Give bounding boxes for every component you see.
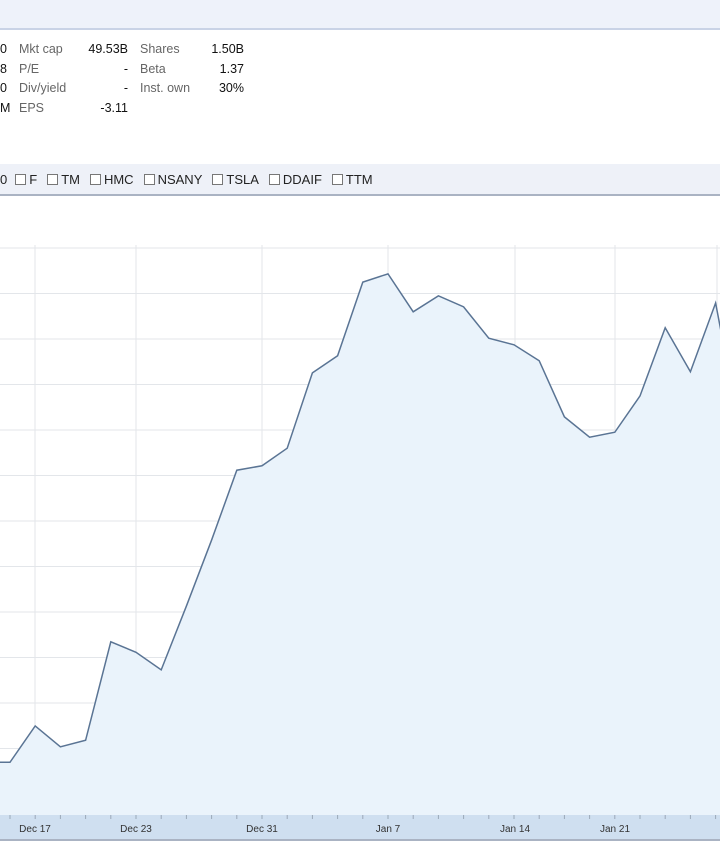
stat-label2: Shares	[140, 42, 180, 56]
stat-label1: P/E	[19, 61, 40, 76]
x-tick-label: Dec 17	[19, 824, 51, 835]
stat-value2: 1.50B	[211, 42, 244, 56]
ticker-label: TSLA	[226, 171, 259, 187]
stat-prefix: 0	[0, 42, 7, 56]
ticker-label: HMC	[103, 171, 134, 187]
stats-row: 0 Div/yield - Inst. own 30%	[0, 79, 260, 99]
stats-row: 0 Mkt cap 49.53B Shares 1.50B	[0, 40, 260, 60]
stat-prefix: M	[0, 100, 11, 115]
x-tick-label: Jan 7	[376, 824, 401, 835]
area-fill	[0, 273, 720, 815]
stat-label2: Beta	[140, 61, 166, 76]
stat-label1: Div/yield	[19, 81, 67, 95]
checkbox[interactable]	[47, 173, 59, 185]
x-tick-label: Jan 21	[600, 824, 630, 835]
compare-tsla[interactable]: TSLA	[212, 172, 259, 187]
ticker-label: TTM	[345, 171, 373, 187]
stat-value1: -3.11	[100, 100, 128, 115]
compare-hmc[interactable]: HMC	[89, 171, 134, 187]
ticker-label: F	[29, 171, 38, 187]
checkbox[interactable]	[143, 173, 155, 185]
compare-f[interactable]: F	[15, 172, 37, 187]
x-tick-label: Dec 31	[246, 824, 278, 835]
ticker-label: NSANY	[157, 171, 203, 187]
stat-value1: -	[123, 61, 128, 76]
compare-prefix: 0	[0, 171, 8, 187]
compare-bar: 0 F TM HMC NSANY TSLA DDAIF TTM	[0, 164, 720, 196]
stat-value2: 1.37	[219, 61, 244, 76]
stat-value1: 49.53B	[88, 42, 128, 56]
ticker-label: DDAIF	[282, 171, 322, 187]
stat-label1: Mkt cap	[19, 42, 63, 56]
ticker-label: TM	[61, 171, 80, 187]
stat-label1: EPS	[19, 100, 45, 115]
compare-tm[interactable]: TM	[47, 172, 80, 187]
stats-row: M EPS -3.11	[0, 99, 260, 119]
compare-ttm[interactable]: TTM	[331, 171, 373, 187]
compare-ddaif[interactable]: DDAIF	[268, 171, 322, 187]
checkbox[interactable]	[15, 173, 27, 185]
checkbox[interactable]	[331, 173, 343, 185]
stats-row: 8 P/E - Beta 1.37	[0, 60, 260, 80]
checkbox[interactable]	[212, 173, 224, 185]
checkbox[interactable]	[89, 173, 101, 185]
stat-prefix: 0	[0, 81, 7, 95]
compare-nsany[interactable]: NSANY	[143, 171, 203, 187]
x-tick-label: Jan 14	[500, 824, 530, 835]
x-tick-label: Dec 23	[120, 824, 152, 835]
price-chart[interactable]: Dec 17 Dec 23 Dec 31 Jan 7 Jan 14 Jan 21	[0, 200, 720, 845]
key-stats: 0 Mkt cap 49.53B Shares 1.50B 8 P/E - Beta 1.37 0 D…	[0, 40, 260, 118]
stat-value2: 30%	[218, 81, 244, 95]
stat-label2: Inst. own	[140, 81, 191, 95]
x-axis-bar	[0, 815, 720, 840]
stat-value1: -	[123, 81, 128, 95]
header-bar	[0, 0, 720, 30]
stat-prefix: 8	[0, 61, 7, 76]
checkbox[interactable]	[268, 173, 280, 185]
